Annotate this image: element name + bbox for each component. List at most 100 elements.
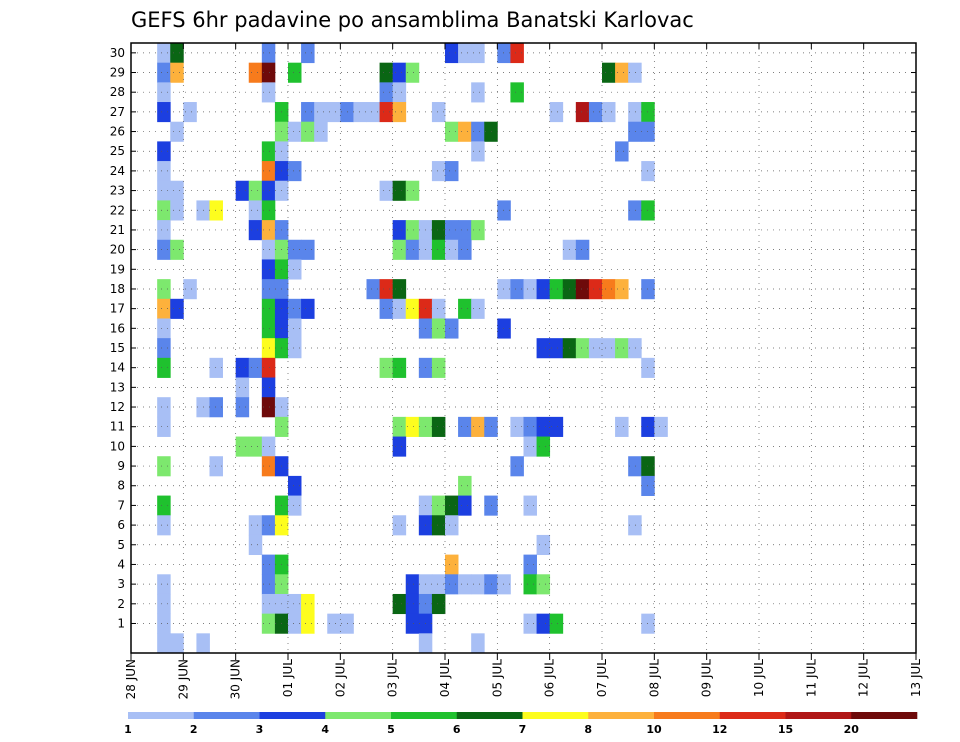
precip-cell [445,515,459,536]
colorbar-swatch [259,712,326,719]
colorbar-label: 6 [453,723,461,736]
colorbar-label: 4 [321,723,329,736]
precip-cell [288,613,302,634]
x-tick-label: 01 JUL [281,659,295,697]
precip-cell [484,574,498,595]
precip-cell [497,318,511,339]
precip-cell [484,121,498,142]
precip-cell [157,239,171,260]
precip-cell [301,593,315,615]
precip-cell [170,298,184,319]
precip-cell [261,574,276,595]
precip-cell [248,357,263,378]
precip-cell [366,102,380,123]
precip-cell [209,200,223,221]
precip-cell [392,180,407,201]
precip-cell [471,82,485,103]
precip-cell [445,121,459,142]
precip-cell [209,397,223,418]
precip-cell [392,593,407,615]
precip-cell [157,416,171,437]
precip-cell [628,456,642,477]
precip-cell [431,318,446,339]
precip-cell [458,298,472,319]
x-tick-label: 10 JUL [752,659,766,697]
precip-cell [301,43,315,64]
precip-cell [536,436,551,457]
y-tick-label: 7 [117,498,125,512]
colorbar-label: 1 [124,723,132,736]
precip-cell [588,102,603,123]
precip-cell [497,574,511,595]
y-tick-label: 21 [110,223,125,237]
y-tick-label: 13 [110,380,125,394]
y-tick-label: 12 [110,400,125,414]
precip-cell [288,318,302,339]
precip-cell [510,82,524,103]
precip-cell [445,239,459,260]
precip-cell [392,298,407,319]
precip-cell [445,554,459,575]
precip-cell [379,180,394,201]
precip-cell [392,102,407,123]
precip-cell [157,613,171,634]
precip-cell [458,495,472,516]
precip-cell [549,338,564,359]
precip-cell [510,43,524,64]
precip-cell [314,102,328,123]
precip-cell [261,298,276,319]
precip-cell [314,121,328,142]
precip-cell [575,338,590,359]
precip-cell [261,180,276,201]
precip-cell [445,495,459,516]
precip-cell [628,200,642,221]
colorbar-label: 5 [387,723,395,736]
x-tick-label: 08 JUL [647,659,661,697]
precip-cell [405,416,420,437]
precip-cell [157,357,171,378]
precip-cell [157,102,171,123]
precip-cell [575,239,590,260]
precip-cell [523,613,537,634]
y-tick-label: 5 [117,538,125,552]
precip-cell [405,298,420,319]
x-axis-ticks: 28 JUN 29 JUN 30 JUN 01 JUL 02 JUL 03 JUL 04 J… [124,43,923,699]
precip-cell [458,416,472,437]
precip-cell [379,279,394,300]
precip-cell [431,161,446,182]
precip-cell [458,121,472,142]
precip-cell [445,318,459,339]
precip-cell [523,554,537,575]
x-tick-label: 03 JUL [386,659,400,697]
precip-cell [288,121,302,142]
precip-cell [536,534,551,556]
precip-cell [431,593,446,615]
precip-cell [471,574,485,595]
y-tick-label: 9 [117,459,125,473]
precip-cell [536,279,551,300]
y-tick-label: 4 [117,557,125,571]
precip-cell [261,338,276,359]
x-tick-label: 12 JUL [857,659,871,697]
precip-cell [510,279,524,300]
precip-cell [170,121,184,142]
y-tick-label: 19 [110,262,125,276]
precip-cell [523,495,537,516]
precip-cell [157,43,171,64]
precip-cell [261,82,276,103]
y-tick-label: 26 [110,125,125,139]
colorbar-label: 2 [190,723,198,736]
y-tick-label: 1 [117,616,125,630]
precip-cell [157,397,171,418]
precip-cell [418,633,433,654]
colorbar-swatch [588,712,655,719]
precip-cell [235,357,250,378]
precip-cell [523,279,537,300]
precip-cell [549,102,564,123]
precip-cell [157,593,171,615]
precip-cell [261,515,276,536]
precip-cell [654,416,668,437]
precip-cell [615,416,629,437]
precip-cell [288,495,302,516]
